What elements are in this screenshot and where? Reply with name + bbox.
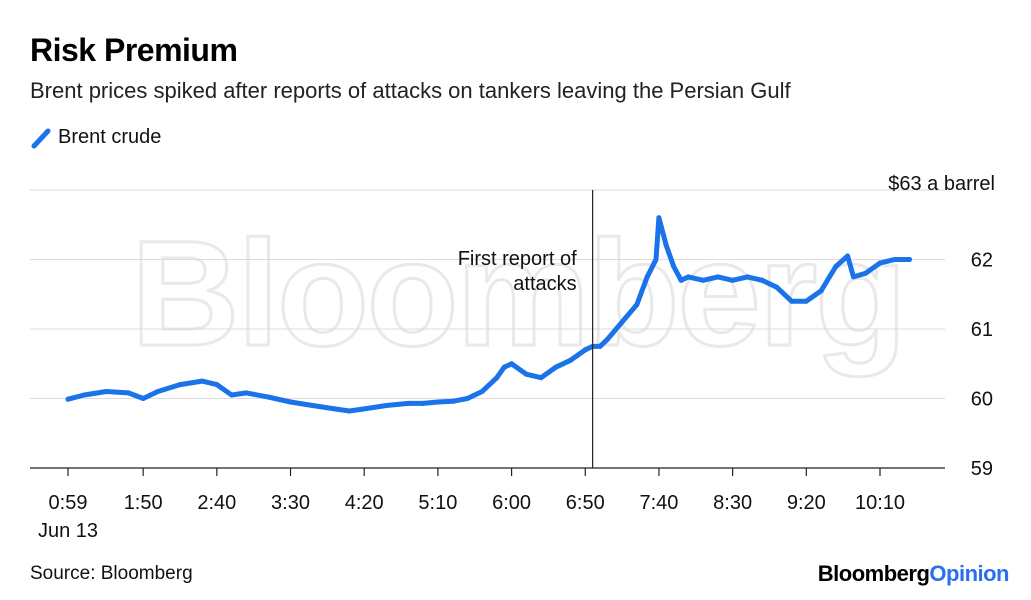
data-point xyxy=(685,274,691,280)
data-point xyxy=(125,390,131,396)
data-point xyxy=(435,399,441,405)
data-point xyxy=(347,408,352,414)
y-tick-label: 60 xyxy=(971,389,993,411)
x-tick-label: 4:20 xyxy=(345,492,384,514)
x-tick-label: 7:40 xyxy=(639,492,678,514)
data-point xyxy=(892,257,898,262)
x-tick-label: 8:30 xyxy=(713,492,752,514)
data-point xyxy=(845,253,851,259)
data-point xyxy=(715,274,721,280)
data-point xyxy=(501,364,507,370)
x-tick-label: 2:40 xyxy=(197,492,236,514)
watermark-text: Bloomberg xyxy=(131,209,905,377)
data-point xyxy=(538,375,544,381)
data-point xyxy=(420,400,426,406)
data-point xyxy=(243,390,249,396)
data-point xyxy=(265,394,271,400)
data-point xyxy=(229,392,235,398)
brand-logo-part1: Bloomberg xyxy=(817,561,930,586)
data-point xyxy=(774,284,780,290)
data-point xyxy=(199,378,205,384)
series-layer xyxy=(65,215,912,414)
x-tick-sublabel: Jun 13 xyxy=(38,520,98,542)
data-point xyxy=(509,361,515,367)
x-tick-label: 0:59 xyxy=(49,492,88,514)
data-point xyxy=(833,264,839,269)
data-point xyxy=(663,243,669,249)
data-point xyxy=(214,382,220,388)
y-tick-label: 62 xyxy=(971,250,993,272)
data-point xyxy=(405,400,411,406)
data-point xyxy=(803,298,809,304)
data-point xyxy=(877,260,883,266)
data-point xyxy=(789,298,795,304)
x-tick-label: 6:00 xyxy=(492,492,531,514)
legend-label: Brent crude xyxy=(58,126,162,148)
data-point xyxy=(862,270,868,276)
axes: $63 a barrel 62 61 60 59 0:59 Jun 13 1:50 2:40 3:… xyxy=(38,173,995,542)
data-point xyxy=(604,336,610,342)
brand-logo-part2: Opinion xyxy=(929,561,1009,586)
x-tick-label: 6:50 xyxy=(566,492,605,514)
data-point xyxy=(65,396,71,402)
data-point xyxy=(479,389,485,394)
data-point xyxy=(653,257,659,262)
data-point xyxy=(568,357,573,363)
data-point xyxy=(759,277,765,283)
x-tick-label: 3:30 xyxy=(271,492,310,514)
data-point xyxy=(494,375,500,381)
data-point xyxy=(450,398,456,404)
grid-lines xyxy=(30,189,945,469)
data-point xyxy=(177,382,183,388)
y-tick-label: 59 xyxy=(971,458,993,480)
x-tick-label: 1:50 xyxy=(124,492,163,514)
annotation-label: attacks xyxy=(513,273,576,295)
annotations: First report of attacks xyxy=(458,190,594,468)
data-point xyxy=(671,264,677,269)
data-point xyxy=(619,319,625,325)
x-tick-label: 5:10 xyxy=(418,492,457,514)
source-note: Source: Bloomberg xyxy=(30,563,193,584)
data-point xyxy=(700,277,706,283)
data-point xyxy=(582,347,588,353)
data-point xyxy=(288,399,293,405)
data-point xyxy=(744,274,750,280)
annotation-label: First report of xyxy=(458,248,577,270)
data-point xyxy=(851,274,856,280)
data-point xyxy=(103,389,109,394)
brand-logo: BloombergOpinion xyxy=(817,561,1010,587)
data-point xyxy=(634,302,640,308)
data-point xyxy=(818,288,824,294)
x-tick-label: 9:20 xyxy=(787,492,826,514)
data-point xyxy=(907,257,912,262)
data-point xyxy=(155,389,161,394)
page-subtitle: Brent prices spiked after reports of att… xyxy=(30,78,791,103)
y-tick-label: $63 a barrel xyxy=(888,173,995,195)
x-tick-label: 10:10 xyxy=(855,492,905,514)
data-point xyxy=(730,277,736,283)
data-point xyxy=(140,396,146,401)
data-point xyxy=(310,403,316,408)
data-point xyxy=(81,392,87,398)
data-point xyxy=(678,277,684,283)
data-point xyxy=(464,396,470,401)
data-point xyxy=(332,406,338,412)
data-point xyxy=(523,371,529,377)
page-title: Risk Premium xyxy=(30,32,238,68)
y-tick-label: 61 xyxy=(971,319,993,341)
data-point xyxy=(553,364,559,370)
legend-line-icon xyxy=(31,128,51,148)
bloomberg-watermark: Bloomberg xyxy=(130,208,909,379)
data-point xyxy=(383,403,389,408)
data-point xyxy=(656,215,662,221)
data-point xyxy=(361,406,367,412)
data-point xyxy=(597,343,603,349)
data-point xyxy=(644,274,650,280)
legend: Brent crude xyxy=(30,126,161,149)
